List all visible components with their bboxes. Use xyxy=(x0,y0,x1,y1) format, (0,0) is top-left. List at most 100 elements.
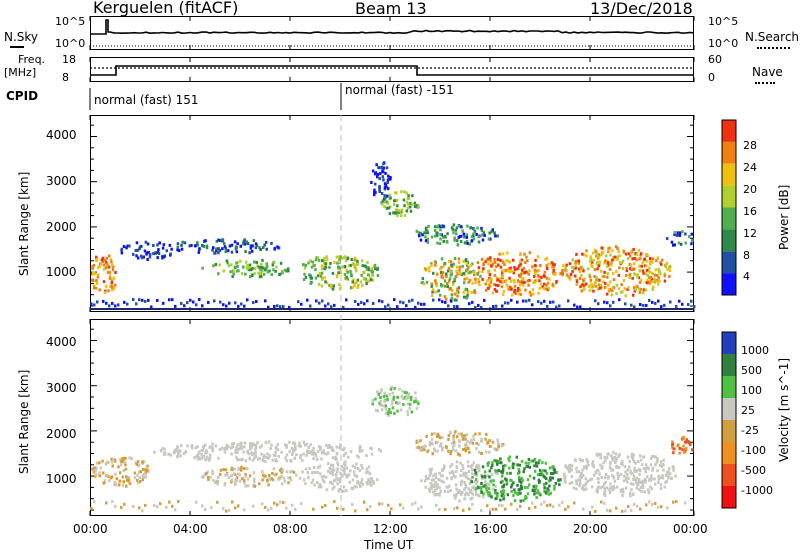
power-echo-cell xyxy=(386,194,389,198)
velocity-echo-cell xyxy=(569,464,572,468)
power-echo-cell xyxy=(222,269,225,273)
velocity-echo-cell xyxy=(214,444,218,448)
velocity-echo-cell xyxy=(380,404,383,407)
power-echo-cell xyxy=(645,253,649,256)
velocity-echo-cell xyxy=(233,467,237,471)
power-echo-cell xyxy=(642,271,645,275)
power-echo-cell xyxy=(651,300,654,304)
power-cb-tick: 8 xyxy=(743,249,750,262)
velocity-echo-cell xyxy=(656,459,659,463)
power-echo-cell xyxy=(496,278,499,282)
power-echo-cell xyxy=(399,300,402,304)
velocity-echo-cell xyxy=(403,390,407,394)
velocity-echo-cell xyxy=(201,448,205,452)
velocity-echo-cell xyxy=(538,459,541,463)
power-echo-cell xyxy=(270,273,273,277)
velocity-echo-cell xyxy=(436,432,439,436)
velocity-echo-cell xyxy=(204,443,207,447)
velocity-echo-cell xyxy=(672,500,675,504)
power-echo-cell xyxy=(373,191,376,195)
power-echo-cell xyxy=(641,269,645,273)
power-echo-cell xyxy=(500,273,504,276)
power-echo-cell xyxy=(588,285,591,288)
power-echo-cell xyxy=(394,211,398,215)
power-echo-cell xyxy=(471,281,474,285)
velocity-echo-cell xyxy=(358,482,361,486)
velocity-echo-cell xyxy=(299,454,303,457)
power-echo-cell xyxy=(497,263,500,267)
velocity-echo-cell xyxy=(543,489,546,493)
velocity-echo-cell xyxy=(531,459,535,463)
power-echo-cell xyxy=(244,260,248,264)
velocity-echo-cell xyxy=(495,471,498,475)
velocity-echo-cell xyxy=(534,505,537,509)
power-echo-cell xyxy=(596,278,600,282)
velocity-echo-cell xyxy=(392,398,395,401)
power-echo-cell xyxy=(528,269,531,273)
velocity-echo-cell xyxy=(509,478,512,482)
power-echo-cell xyxy=(644,280,647,284)
power-echo-cell xyxy=(638,281,642,284)
velocity-echo-cell xyxy=(254,446,258,450)
power-echo-cell xyxy=(106,262,109,266)
velocity-echo-cell xyxy=(547,488,551,492)
velocity-echo-cell xyxy=(342,485,346,489)
velocity-echo-cell xyxy=(532,488,535,492)
velocity-echo-cell xyxy=(312,507,315,511)
power-echo-cell xyxy=(607,287,611,291)
velocity-echo-cell xyxy=(661,476,665,480)
velocity-echo-cell xyxy=(101,459,104,463)
power-echo-cell xyxy=(402,198,406,202)
velocity-echo-cell xyxy=(450,441,454,445)
power-echo-cell xyxy=(417,231,421,235)
power-echo-cell xyxy=(307,261,310,265)
power-echo-cell xyxy=(108,304,111,308)
velocity-echo-cell xyxy=(211,442,214,446)
velocity-echo-cell xyxy=(430,478,434,482)
velocity-echo-cell xyxy=(499,457,502,461)
velocity-echo-cell xyxy=(646,466,649,470)
velocity-echo-cell xyxy=(657,505,660,509)
power-echo-cell xyxy=(472,273,476,277)
power-echo-cell xyxy=(531,265,534,269)
velocity-echo-cell xyxy=(95,473,98,477)
power-echo-cell xyxy=(214,251,217,255)
power-echo-cell xyxy=(513,280,516,284)
power-echo-cell xyxy=(341,256,344,260)
power-echo-cell xyxy=(273,247,276,251)
velocity-echo-cell xyxy=(144,503,147,507)
power-echo-cell xyxy=(378,190,381,193)
power-echo-cell xyxy=(567,299,570,303)
power-echo-cell xyxy=(539,264,542,267)
power-echo-cell xyxy=(604,281,607,285)
power-echo-cell xyxy=(255,299,258,303)
power-echo-cell xyxy=(91,264,94,268)
velocity-echo-cell xyxy=(438,507,441,511)
velocity-echo-cell xyxy=(543,486,546,490)
velocity-echo-cell xyxy=(322,451,326,455)
velocity-echo-cell xyxy=(190,445,193,449)
velocity-echo-cell xyxy=(633,466,636,470)
power-echo-cell xyxy=(443,262,446,266)
velocity-echo-cell xyxy=(365,471,368,475)
power-echo-cell xyxy=(638,290,642,294)
velocity-echo-cell xyxy=(359,445,362,449)
power-echo-cell xyxy=(239,259,242,263)
velocity-echo-cell xyxy=(637,477,641,481)
power-echo-cell xyxy=(342,305,345,309)
velocity-echo-cell xyxy=(518,487,522,491)
power-echo-cell xyxy=(333,261,336,264)
power-echo-cell xyxy=(428,269,431,273)
power-echo-cell xyxy=(582,281,585,285)
power-echo-cell xyxy=(176,248,179,252)
power-echo-cell xyxy=(508,260,512,264)
power-echo-cell xyxy=(655,259,658,263)
velocity-echo-cell xyxy=(632,493,635,497)
power-echo-cell xyxy=(678,299,681,303)
velocity-echo-cell xyxy=(516,463,519,467)
power-echo-cell xyxy=(575,282,578,286)
power-echo-cell xyxy=(452,223,456,227)
power-echo-cell xyxy=(461,264,464,268)
power-echo-cell xyxy=(421,277,425,281)
power-echo-cell xyxy=(477,266,481,270)
